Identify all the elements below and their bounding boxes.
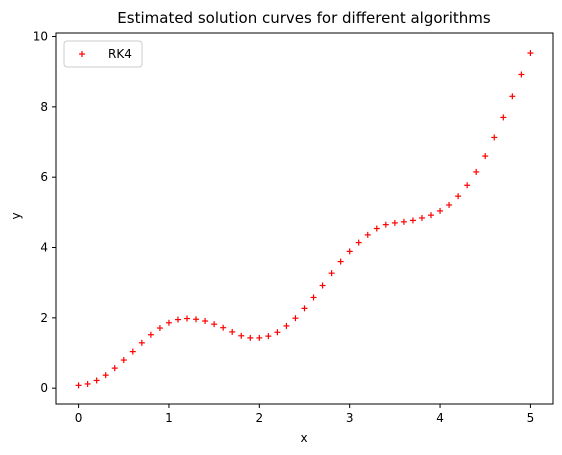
- legend-label: RK4: [108, 47, 132, 61]
- data-point: [211, 321, 218, 328]
- data-point: [437, 207, 444, 214]
- data-point: [229, 328, 236, 335]
- data-point: [156, 325, 163, 332]
- data-point: [301, 305, 308, 312]
- data-point: [319, 282, 326, 289]
- data-point: [464, 182, 471, 189]
- data-point: [328, 270, 335, 277]
- data-point: [473, 168, 480, 175]
- data-point: [500, 114, 507, 121]
- data-point: [373, 225, 380, 232]
- data-point: [265, 333, 272, 340]
- data-point: [165, 319, 172, 326]
- data-point: [184, 315, 191, 322]
- axes-frame: [55, 32, 554, 405]
- y-tick-label: 4: [40, 241, 48, 255]
- legend-box: [63, 40, 143, 68]
- data-point: [455, 193, 462, 200]
- data-point: [75, 382, 82, 389]
- data-point: [337, 258, 344, 265]
- x-tick-label: 5: [527, 411, 535, 425]
- x-axis-label: x: [300, 431, 307, 445]
- data-point: [238, 332, 245, 339]
- data-point: [129, 348, 136, 355]
- data-point: [292, 315, 299, 322]
- y-tick-label: 0: [40, 381, 48, 395]
- data-point: [120, 357, 127, 364]
- data-point: [147, 331, 154, 338]
- plot-area: 0 1 2 3 4 5 0 2 4 6 8 10 RK4: [33, 30, 554, 425]
- data-point: [283, 322, 290, 329]
- y-tick-label: 6: [40, 170, 48, 184]
- data-point: [111, 365, 118, 372]
- data-point: [491, 134, 498, 141]
- y-axis-label: y: [9, 212, 23, 219]
- data-point: [346, 248, 353, 255]
- data-point: [518, 71, 525, 78]
- x-tick-label: 2: [255, 411, 263, 425]
- data-point: [247, 334, 254, 341]
- data-point: [446, 201, 453, 208]
- data-point: [527, 50, 534, 57]
- data-point: [138, 339, 145, 346]
- data-point: [93, 377, 100, 384]
- data-point: [400, 218, 407, 225]
- data-point: [509, 93, 516, 100]
- x-tick-label: 0: [75, 411, 83, 425]
- chart-title: Estimated solution curves for different …: [117, 9, 491, 27]
- data-point: [364, 231, 371, 238]
- data-point: [102, 372, 109, 379]
- data-point: [202, 318, 209, 325]
- y-tick-label: 10: [33, 30, 48, 44]
- x-tick-label: 3: [346, 411, 354, 425]
- data-point: [418, 214, 425, 221]
- data-point: [220, 324, 227, 331]
- data-point: [382, 221, 389, 228]
- y-tick-label: 2: [40, 311, 48, 325]
- data-point: [256, 334, 263, 341]
- data-point: [428, 212, 435, 219]
- x-tick-label: 4: [436, 411, 444, 425]
- data-point: [84, 380, 91, 387]
- data-point: [355, 239, 362, 246]
- data-point: [193, 316, 200, 323]
- legend-marker: [79, 51, 85, 57]
- data-point: [274, 329, 281, 336]
- y-tick-label: 8: [40, 100, 48, 114]
- x-tick-label: 1: [165, 411, 173, 425]
- data-point: [409, 217, 416, 224]
- data-point: [482, 153, 489, 160]
- data-point: [310, 294, 317, 301]
- data-point: [391, 219, 398, 226]
- data-point: [174, 316, 181, 323]
